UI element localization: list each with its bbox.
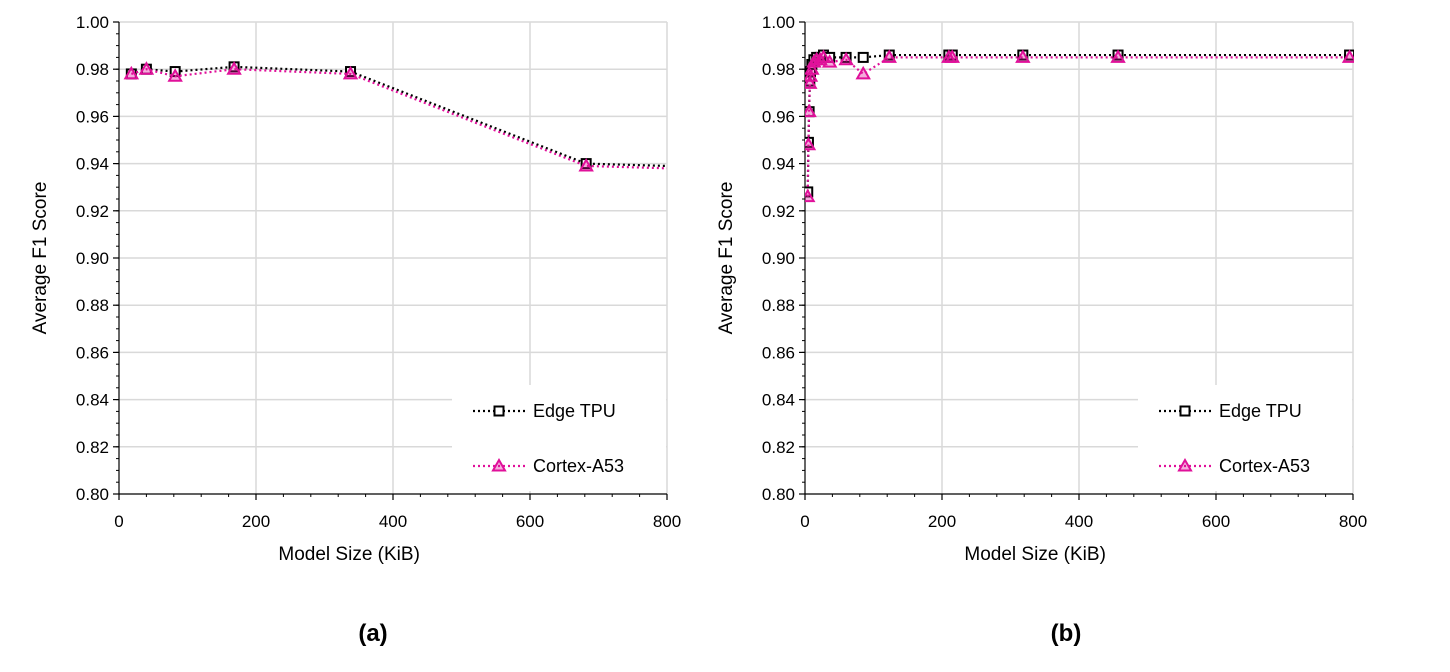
y-tick-label: 0.86 [762, 343, 795, 362]
legend-label: Cortex-A53 [533, 456, 624, 476]
x-tick-label: 0 [800, 512, 809, 531]
y-tick-label: 0.94 [762, 155, 795, 174]
legend: Edge TPU Cortex-A53 [1138, 385, 1352, 491]
y-tick-label: 0.82 [76, 438, 109, 457]
legend-label: Edge TPU [533, 401, 616, 421]
data-point [123, 65, 140, 80]
data-point [838, 51, 854, 66]
data-point [944, 49, 960, 63]
legend-box [1138, 385, 1352, 491]
y-tick-label: 0.98 [762, 60, 795, 79]
data-point [167, 68, 183, 82]
x-tick-label: 200 [242, 512, 270, 531]
data-point [1341, 49, 1354, 63]
y-tick-label: 0.82 [762, 438, 795, 457]
y-tick-label: 0.90 [762, 249, 795, 268]
data-point [805, 61, 820, 75]
y-tick-label: 0.88 [76, 296, 109, 315]
legend-label: Edge TPU [1219, 401, 1302, 421]
y-tick-label: 0.80 [76, 485, 109, 504]
legend-label: Cortex-A53 [1219, 456, 1310, 476]
data-point [857, 51, 869, 63]
data-point [805, 103, 817, 118]
legend-marker [1179, 405, 1191, 417]
legend: Edge TPU Cortex-A53 [452, 385, 666, 491]
y-tick-label: 0.92 [76, 202, 109, 221]
data-point [805, 136, 817, 151]
y-tick-label: 0.84 [762, 391, 795, 410]
x-tick-label: 800 [653, 512, 681, 531]
y-tick-label: 0.96 [76, 107, 109, 126]
x-tick-label: 200 [928, 512, 956, 531]
x-tick-label: 400 [379, 512, 407, 531]
chart-panel-a: 0.80 0.82 0.84 0.86 0.88 0.90 0.92 0.94 0.96 0.98… [30, 13, 681, 647]
panel-label: (a) [358, 620, 387, 647]
chart-panel-b: 0.80 0.82 0.84 0.86 0.88 0.90 0.92 0.94 0.96 0.98… [716, 13, 1367, 647]
y-tick-label: 0.80 [762, 485, 795, 504]
legend-box [452, 385, 666, 491]
data-point [1015, 49, 1031, 63]
x-tick-label: 0 [114, 512, 123, 531]
y-tick-label: 0.86 [76, 343, 109, 362]
legend-marker [1177, 457, 1193, 472]
y-axis-label: Average F1 Score [716, 182, 737, 335]
x-tick-label: 400 [1065, 512, 1093, 531]
y-tick-label: 0.96 [762, 107, 795, 126]
y-axis-label: Average F1 Score [30, 182, 51, 335]
y-tick-label: 0.90 [76, 249, 109, 268]
data-point [805, 68, 819, 82]
data-point [138, 61, 155, 75]
data-point [821, 54, 838, 68]
series-cortex-a53 [123, 61, 668, 172]
y-tick-label: 0.84 [76, 391, 109, 410]
data-point [815, 49, 832, 63]
data-point [881, 49, 897, 63]
x-axis-label: Model Size (KiB) [278, 544, 420, 565]
legend-marker [491, 457, 507, 472]
x-tick-label: 800 [1339, 512, 1367, 531]
y-tick-label: 0.98 [76, 60, 109, 79]
data-point [1110, 49, 1126, 63]
x-tick-label: 600 [1202, 512, 1230, 531]
panel-label: (b) [1051, 620, 1082, 647]
x-tick-label: 600 [516, 512, 544, 531]
y-tick-label: 0.94 [76, 155, 109, 174]
series-line [131, 68, 668, 170]
y-tick-label: 1.00 [762, 13, 795, 32]
y-tick-label: 1.00 [76, 13, 109, 32]
series-cortex-a53 [805, 49, 1354, 203]
data-point [226, 61, 242, 75]
y-tick-label: 0.92 [762, 202, 795, 221]
data-point [578, 157, 594, 172]
data-point [805, 188, 816, 203]
y-tick-label: 0.88 [762, 296, 795, 315]
data-point [342, 65, 359, 80]
legend-marker [493, 405, 505, 417]
x-axis-label: Model Size (KiB) [964, 544, 1106, 565]
data-point [805, 75, 818, 89]
data-point [855, 65, 871, 80]
